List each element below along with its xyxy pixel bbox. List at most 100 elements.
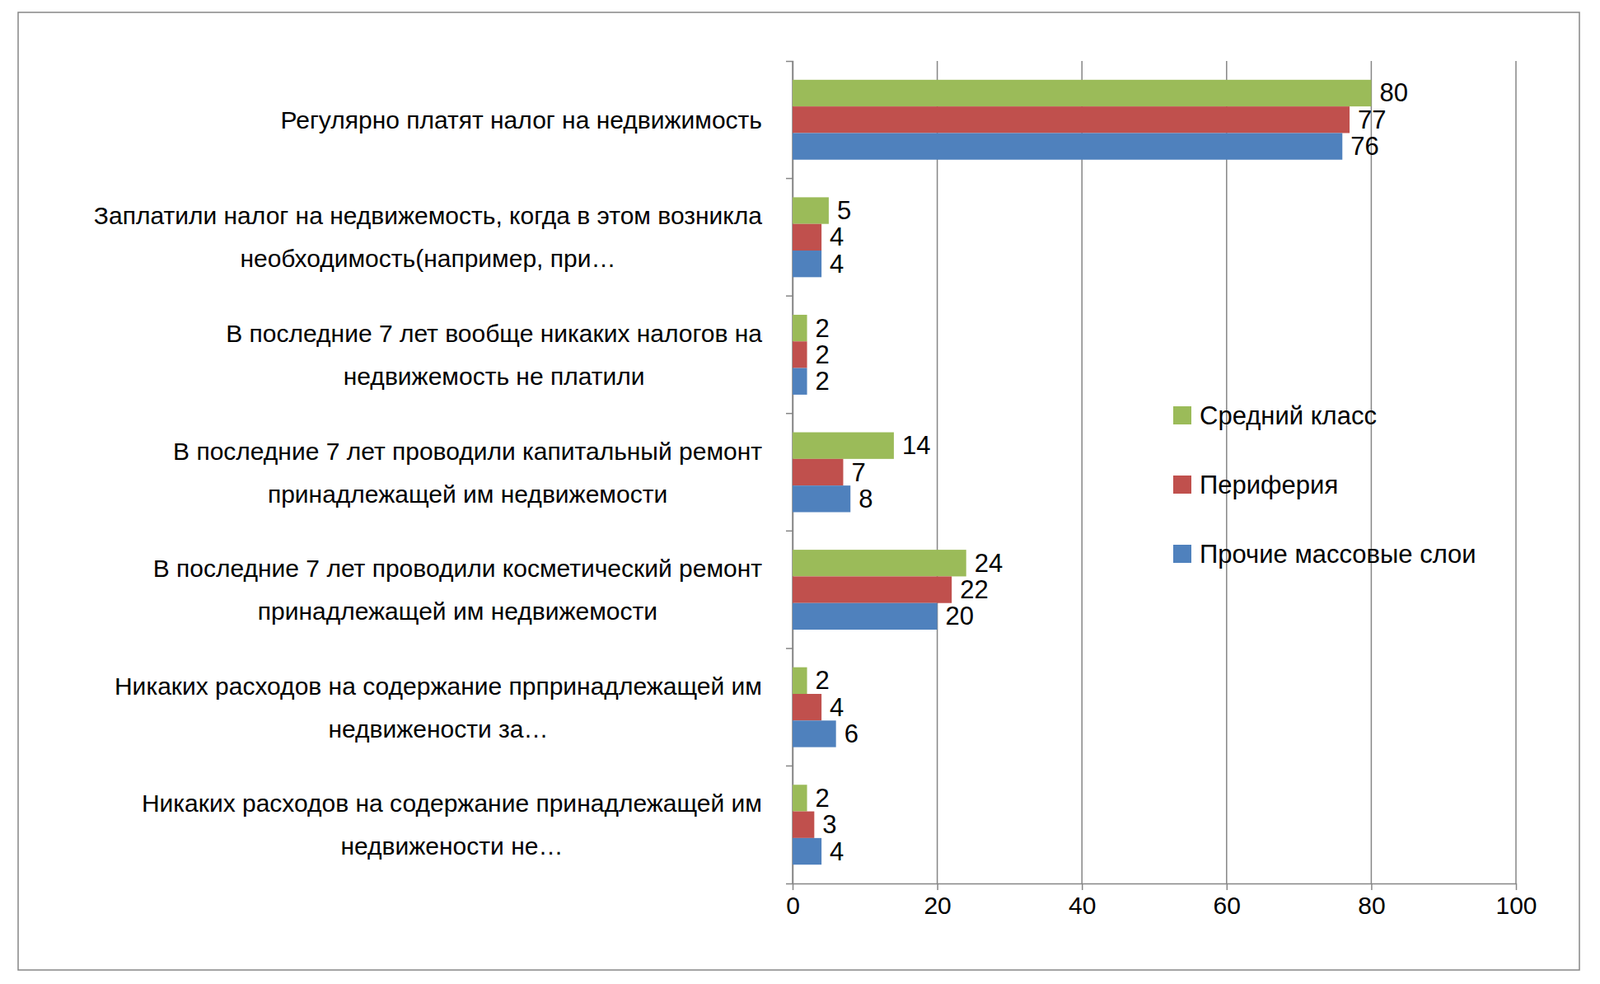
- bar: [792, 575, 952, 603]
- category-label-line: принадлежащей им недвижемости: [267, 480, 668, 508]
- legend-key: [1173, 406, 1192, 425]
- data-label: 2: [815, 313, 830, 343]
- bar: [792, 132, 1343, 160]
- data-label: 2: [815, 783, 830, 813]
- category-label: Никаких расходов на содержание прпринадл…: [114, 672, 763, 743]
- bar: [792, 106, 1350, 133]
- y-axis: [785, 61, 794, 885]
- x-axis: 0 20 40 60 80 100: [785, 883, 1537, 919]
- bar: [792, 811, 815, 838]
- bar: [792, 250, 822, 277]
- x-tick: 100: [1495, 883, 1537, 919]
- x-tick: 20: [923, 883, 951, 919]
- category-label: Никаких расходов на содержание принадлеж…: [141, 789, 763, 860]
- grid-line: [1370, 60, 1373, 884]
- data-label: 4: [829, 837, 844, 866]
- bar: [792, 837, 822, 865]
- x-tick-label: 100: [1495, 891, 1537, 919]
- x-tick-label: 20: [923, 891, 951, 919]
- data-label: 8: [858, 484, 873, 514]
- x-tick-mark: [1226, 883, 1229, 890]
- category-separator: [785, 177, 793, 180]
- data-label: 6: [844, 719, 859, 749]
- legend-label: Периферия: [1199, 470, 1339, 500]
- x-tick-mark: [1370, 883, 1373, 890]
- category-label-line: Регулярно платят налог на недвижимость: [280, 106, 763, 134]
- category-label-line: Заплатили налог на недвижемость, когда в…: [93, 201, 763, 230]
- legend-key: [1173, 475, 1192, 494]
- x-tick-label: 40: [1068, 891, 1096, 919]
- data-label: 22: [959, 575, 988, 604]
- category-label: В последние 7 лет проводили капитальный …: [173, 437, 763, 508]
- grid-line: [936, 60, 939, 884]
- x-tick-mark: [1081, 883, 1084, 890]
- category-separator: [785, 765, 793, 768]
- category-separator: [785, 294, 793, 297]
- chart: 0204060801008052142422774272243764282064…: [0, 0, 1600, 984]
- x-tick-mark: [1515, 883, 1518, 890]
- bar: [792, 667, 808, 694]
- data-label: 4: [829, 222, 844, 252]
- bars: [792, 79, 1371, 865]
- data-label: 20: [945, 601, 974, 631]
- x-tick-label: 80: [1357, 891, 1385, 919]
- x-tick: 0: [785, 883, 800, 919]
- data-labels: 8052142422774272243764282064: [815, 78, 1409, 866]
- bar: [792, 485, 851, 512]
- category-label-line: принадлежащей им недвижемости: [257, 597, 658, 625]
- legend: Средний класс Периферия Прочие массовые сл…: [1173, 401, 1477, 569]
- legend-label: Прочие массовые слои: [1199, 539, 1477, 569]
- bar: [792, 784, 808, 811]
- bar: [792, 720, 837, 747]
- category-separator: [785, 530, 793, 533]
- category-label-line: Никаких расходов на содержание прпринадл…: [114, 672, 763, 700]
- chart-frame: [18, 12, 1580, 970]
- category-label-line: необходимость(например, при…: [239, 244, 616, 272]
- bar: [792, 79, 1371, 107]
- bar: [792, 432, 894, 459]
- data-label: 80: [1379, 78, 1408, 108]
- y-axis-line: [785, 61, 794, 885]
- x-tick: 60: [1213, 883, 1241, 919]
- x-tick-label: 0: [785, 891, 800, 919]
- data-label: 2: [815, 340, 830, 370]
- category-label-line: недвижености за…: [327, 715, 548, 743]
- data-label: 76: [1350, 131, 1379, 161]
- data-label: 14: [902, 430, 931, 460]
- grid-line: [1080, 60, 1083, 884]
- category-label: Заплатили налог на недвижемость, когда в…: [93, 201, 763, 272]
- bar: [792, 314, 808, 342]
- grid: [792, 60, 1516, 884]
- data-label: 77: [1357, 105, 1386, 135]
- bar: [792, 368, 808, 395]
- x-tick-label: 60: [1213, 891, 1241, 919]
- x-tick: 40: [1068, 883, 1096, 919]
- legend-key: [1173, 544, 1192, 563]
- x-axis-line: [793, 883, 1517, 885]
- category-label-line: недвижености не…: [341, 832, 564, 860]
- data-label: 24: [974, 548, 1003, 578]
- bar: [792, 458, 843, 486]
- bar: [792, 341, 808, 368]
- data-label: 4: [829, 249, 844, 279]
- bar: [792, 196, 829, 224]
- category-label: В последние 7 лет вообще никаких налогов…: [225, 319, 763, 390]
- category-separator: [785, 647, 793, 650]
- data-label: 5: [837, 196, 852, 225]
- category-label-line: В последние 7 лет проводили косметически…: [153, 554, 763, 582]
- bar: [792, 549, 967, 576]
- data-label: 2: [815, 366, 830, 396]
- bar: [792, 603, 938, 630]
- category-label-line: В последние 7 лет проводили капитальный …: [173, 437, 763, 465]
- category-labels: Регулярно платят налог на недвижимость За…: [93, 106, 763, 860]
- category-label: В последние 7 лет проводили косметически…: [153, 554, 763, 625]
- data-label: 7: [851, 458, 866, 487]
- x-tick-mark: [936, 883, 939, 890]
- category-separator: [785, 412, 793, 415]
- x-tick: 80: [1357, 883, 1385, 919]
- data-label: 3: [822, 809, 837, 839]
- legend-label: Средний класс: [1199, 401, 1377, 431]
- bar: [792, 224, 822, 251]
- category-label: Регулярно платят налог на недвижимость: [280, 106, 763, 134]
- category-label-line: недвижемость не платили: [343, 362, 646, 390]
